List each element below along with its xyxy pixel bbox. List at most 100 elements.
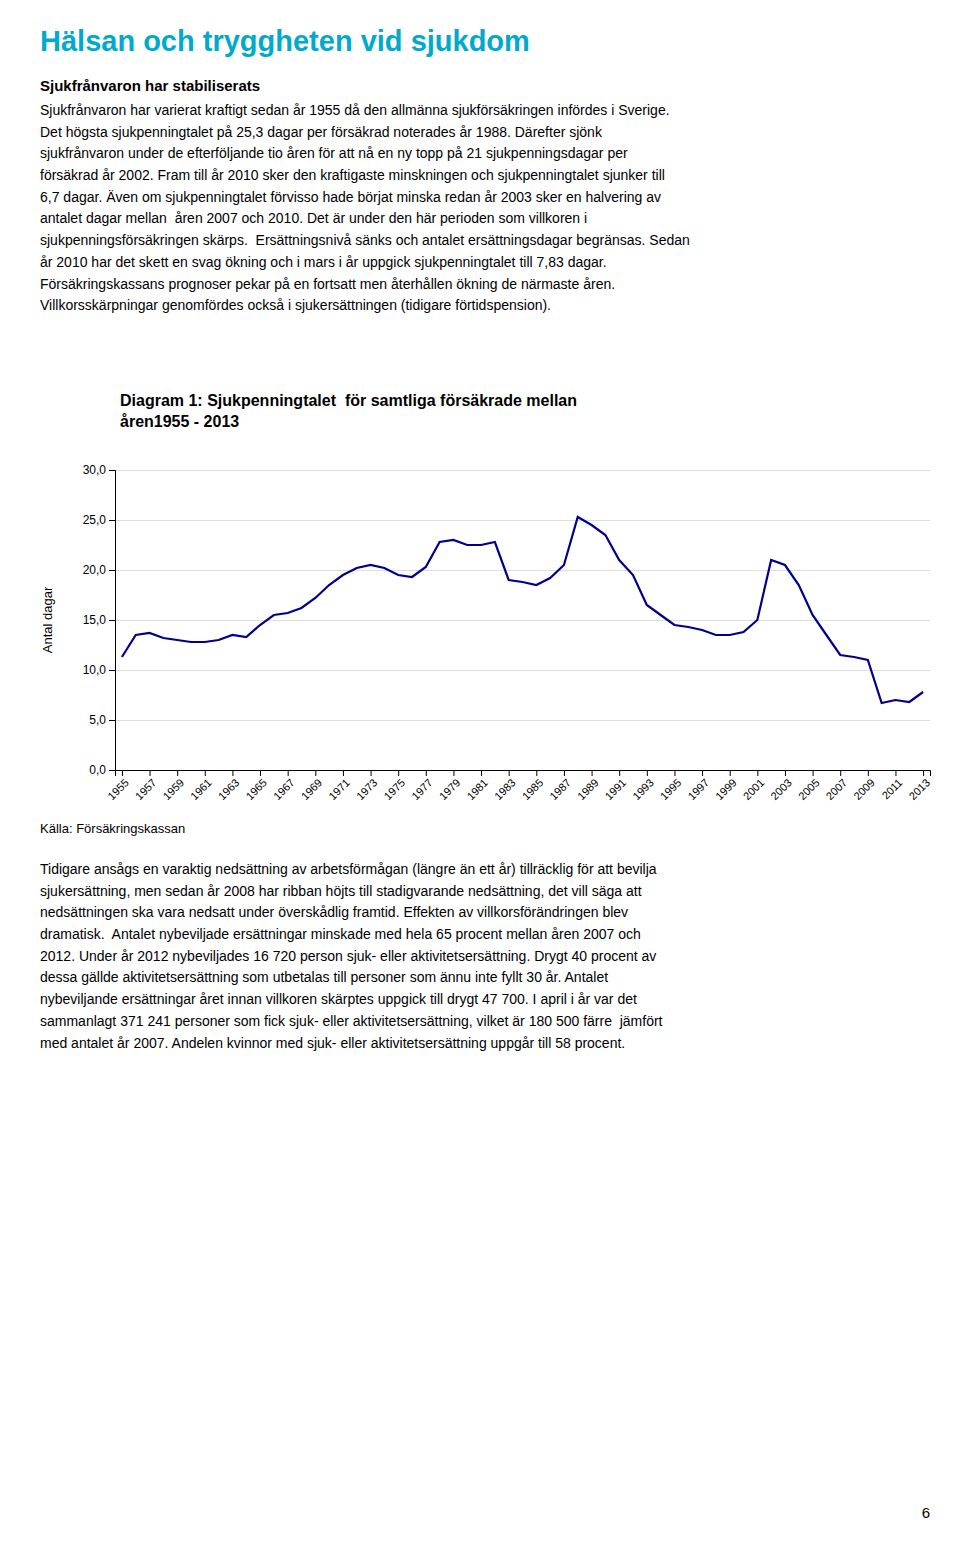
x-tick-mark — [177, 770, 178, 776]
x-tick: 1999 — [713, 770, 739, 802]
x-tick-mark — [315, 770, 316, 776]
grid-line — [115, 520, 930, 521]
x-tick-mark — [785, 770, 786, 776]
paragraph-line: nedsättningen ska vara nedsatt under öve… — [40, 904, 628, 920]
grid — [115, 471, 930, 771]
x-tick-mark — [150, 770, 151, 776]
x-tick: 1961 — [188, 770, 214, 802]
y-tick-mark — [109, 520, 115, 521]
x-tick-mark — [232, 770, 233, 776]
x-tick: 1997 — [685, 770, 711, 802]
x-tick: 1979 — [437, 770, 463, 802]
x-tick-mark — [371, 770, 372, 776]
grid-line — [115, 620, 930, 621]
x-tick-mark — [509, 770, 510, 776]
x-tick-mark — [730, 770, 731, 776]
page-number: 6 — [922, 1504, 930, 1521]
y-tick-label: 15,0 — [83, 613, 107, 627]
paragraph-line: 6,7 dagar. Även om sjukpenningtalet förv… — [40, 189, 661, 205]
x-tick: 1993 — [630, 770, 656, 802]
x-tick: 1969 — [299, 770, 325, 802]
x-tick: 2001 — [741, 770, 767, 802]
x-tick: 1989 — [575, 770, 601, 802]
x-tick-mark — [564, 770, 565, 776]
x-tick-label: 1981 — [464, 776, 490, 802]
y-tick: 25,0 — [83, 513, 115, 527]
page-title: Hälsan och tryggheten vid sjukdom — [40, 25, 530, 57]
subtitle-line: Sjukfrånvaron har stabiliserats — [40, 77, 260, 94]
y-tick-mark — [109, 770, 115, 771]
x-tick-label: 1957 — [133, 776, 159, 802]
x-tick-label: 1999 — [713, 776, 739, 802]
data-line — [122, 517, 923, 703]
y-tick: 20,0 — [83, 563, 115, 577]
paragraph-line: med antalet år 2007. Andelen kvinnor med… — [40, 1035, 625, 1051]
x-tick-label: 1963 — [216, 776, 242, 802]
y-tick-label: 0,0 — [89, 763, 106, 777]
x-tick-label: 1979 — [437, 776, 463, 802]
x-tick-mark — [674, 770, 675, 776]
x-tick-label: 1989 — [575, 776, 601, 802]
x-tick: 1963 — [216, 770, 242, 802]
x-tick-label: 1967 — [271, 776, 297, 802]
chart-title-line: åren1955 - 2013 — [120, 413, 239, 430]
x-tick-label: 2007 — [823, 776, 849, 802]
page-number-line: 6 — [922, 1504, 930, 1521]
paragraph-line: nybeviljande ersättningar året innan vil… — [40, 991, 637, 1007]
x-tick-label: 2013 — [906, 776, 932, 802]
x-tick: 1987 — [547, 770, 573, 802]
x-tick-label: 1983 — [492, 776, 518, 802]
x-tick: 1975 — [381, 770, 407, 802]
x-tick: 2013 — [906, 770, 932, 802]
paragraph-line: Tidigare ansågs en varaktig nedsättning … — [40, 861, 657, 877]
x-tick-mark — [398, 770, 399, 776]
grid-tick — [115, 470, 930, 471]
x-tick-mark — [619, 770, 620, 776]
x-tick: 2003 — [768, 770, 794, 802]
paragraph-line: Sjukfrånvaron har varierat kraftigt seda… — [40, 102, 670, 118]
x-axis: 1955195719591961196319651967196919711973… — [105, 770, 932, 802]
x-tick: 1955 — [105, 770, 131, 802]
x-tick-label: 1995 — [658, 776, 684, 802]
x-tick-mark — [895, 770, 896, 776]
paragraph-line: Försäkringskassans prognoser pekar på en… — [40, 276, 615, 292]
y-tick: 5,0 — [89, 713, 115, 727]
x-tick: 2011 — [879, 770, 904, 802]
x-tick-mark — [923, 770, 924, 776]
x-tick-mark — [122, 770, 123, 776]
grid-line — [115, 720, 930, 721]
paragraph-line: antalet dagar mellan åren 2007 och 2010.… — [40, 210, 587, 226]
x-tick: 1971 — [326, 770, 352, 802]
x-tick-label: 1987 — [547, 776, 573, 802]
paragraph-line: dramatisk. Antalet nybeviljade ersättnin… — [40, 926, 641, 942]
x-tick-label: 1971 — [326, 776, 352, 802]
plot-area — [122, 517, 923, 703]
x-tick-label: 1985 — [520, 776, 546, 802]
x-tick-mark — [647, 770, 648, 776]
x-tick-mark — [343, 770, 344, 776]
paragraph-line: försäkrad år 2002. Fram till år 2010 ske… — [40, 167, 665, 183]
chart-title-line: Diagram 1: Sjukpenningtalet för samtliga… — [120, 392, 577, 409]
y-tick-label: 25,0 — [83, 513, 107, 527]
y-tick-mark — [109, 470, 115, 471]
x-tick-label: 1977 — [409, 776, 435, 802]
grid-tick — [115, 520, 930, 521]
y-tick-mark — [109, 670, 115, 671]
x-tick-mark — [205, 770, 206, 776]
x-tick-label: 2003 — [768, 776, 794, 802]
x-tick: 2005 — [796, 770, 822, 802]
x-tick-label: 1997 — [685, 776, 711, 802]
x-tick-mark — [260, 770, 261, 776]
y-tick-label: 5,0 — [89, 713, 106, 727]
paragraph-line: Villkorsskärpningar genomfördes också i … — [40, 297, 551, 313]
y-tick: 30,0 — [83, 463, 115, 477]
x-tick: 1995 — [658, 770, 684, 802]
paragraph-line: år 2010 har det skett en svag ökning och… — [40, 254, 607, 270]
x-tick-label: 1955 — [105, 776, 131, 802]
x-tick: 1959 — [160, 770, 186, 802]
x-tick-mark — [757, 770, 758, 776]
grid-line — [115, 570, 930, 571]
y-tick-label: 20,0 — [83, 563, 107, 577]
x-tick-label: 1969 — [299, 776, 325, 802]
y-tick-label: 30,0 — [83, 463, 107, 477]
